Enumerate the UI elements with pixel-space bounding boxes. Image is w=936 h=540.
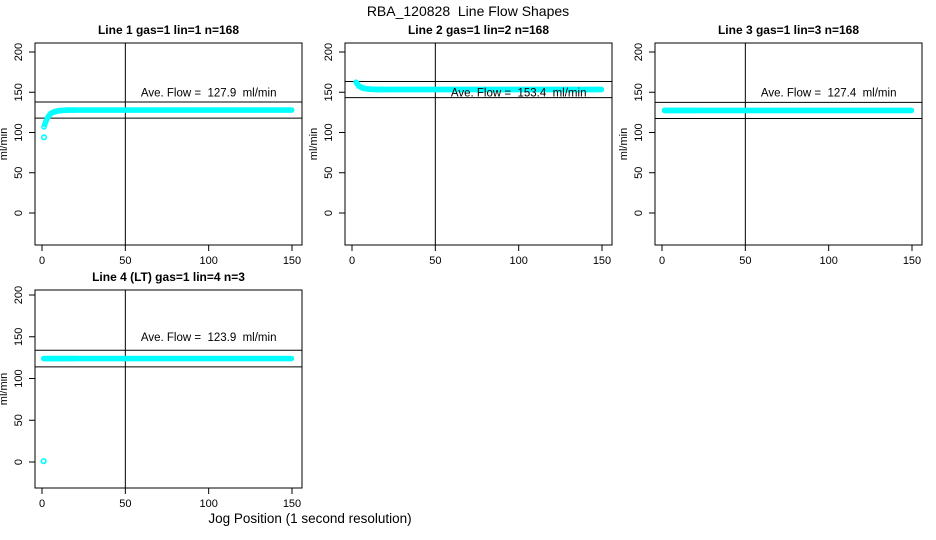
x-tick-label: 100	[199, 498, 217, 510]
y-tick-label: 200	[323, 43, 335, 61]
data-point	[288, 107, 295, 113]
x-tick-label: 0	[39, 498, 45, 510]
data-point	[908, 107, 915, 114]
average-flow-annotation: Ave. Flow = 123.9 ml/min	[141, 332, 277, 344]
y-tick-label: 200	[13, 43, 25, 61]
panel-line-4: Line 4 (LT) gas=1 lin=4 n=3 0 50 100 150 0 50 1…	[0, 270, 303, 510]
data-series	[40, 355, 295, 465]
y-tick-label: 50	[633, 167, 645, 179]
average-flow-annotation: Ave. Flow = 127.4 ml/min	[761, 87, 897, 99]
y-tick-label: 150	[323, 83, 335, 101]
y-tick-label: 0	[13, 459, 25, 465]
y-tick-label: 100	[13, 369, 25, 387]
y-tick-label: 200	[633, 43, 645, 61]
x-tick-label: 50	[119, 498, 131, 510]
y-tick-label: 150	[13, 328, 25, 346]
panel-line-3: Line 3 gas=1 lin=3 n=168 0 50 100 150 0 50 100 1…	[618, 23, 923, 267]
x-tick-label: 50	[739, 255, 751, 267]
x-tick-label: 0	[39, 255, 45, 267]
panel-title: Line 4 (LT) gas=1 lin=4 n=3	[92, 270, 245, 284]
data-point	[598, 86, 605, 93]
x-axis-label: Jog Position (1 second resolution)	[208, 511, 412, 526]
x-tick-label: 100	[199, 255, 217, 267]
x-tick-label: 0	[349, 255, 355, 267]
x-tick-label: 100	[509, 255, 527, 267]
panel-line-2: Line 2 gas=1 lin=2 n=168 0 50 100 150 0 50 100 1…	[308, 23, 613, 267]
y-tick-label: 150	[13, 83, 25, 101]
data-series	[353, 79, 605, 93]
y-tick-label: 0	[633, 210, 645, 216]
x-tick-label: 50	[429, 255, 441, 267]
data-series	[661, 107, 915, 114]
outlier-data-point	[40, 458, 47, 465]
y-tick-label: 100	[633, 123, 645, 141]
x-tick-label: 150	[283, 255, 301, 267]
outlier-data-point	[40, 134, 48, 141]
y-tick-label: 50	[13, 414, 25, 426]
y-tick-label: 100	[13, 123, 25, 141]
y-axis-label: ml/min	[308, 128, 320, 160]
y-tick-label: 50	[13, 167, 25, 179]
average-flow-annotation: Ave. Flow = 127.9 ml/min	[141, 87, 277, 99]
x-tick-label: 100	[819, 255, 837, 267]
plot-box	[34, 289, 303, 489]
panel-title: Line 2 gas=1 lin=2 n=168	[408, 23, 549, 37]
x-tick-label: 150	[283, 498, 301, 510]
plot-box	[34, 42, 303, 246]
average-flow-annotation: Ave. Flow = 153.4 ml/min	[451, 87, 587, 99]
y-tick-label: 200	[13, 286, 25, 304]
y-axis-label: ml/min	[618, 128, 630, 160]
y-tick-label: 50	[323, 167, 335, 179]
x-tick-label: 150	[593, 255, 611, 267]
y-tick-label: 0	[323, 210, 335, 216]
panel-line-1: Line 1 gas=1 lin=1 n=168 0 50 100 150 0 50 100 1…	[0, 23, 303, 267]
y-tick-label: 150	[633, 83, 645, 101]
x-tick-label: 150	[903, 255, 921, 267]
y-axis-label: ml/min	[0, 373, 10, 405]
data-point	[288, 355, 295, 362]
y-axis-label: ml/min	[0, 128, 10, 160]
panel-title: Line 1 gas=1 lin=1 n=168	[98, 23, 239, 37]
y-tick-label: 100	[323, 123, 335, 141]
y-tick-label: 0	[13, 210, 25, 216]
data-series	[40, 107, 295, 141]
x-tick-label: 50	[119, 255, 131, 267]
x-tick-label: 0	[659, 255, 665, 267]
panel-title: Line 3 gas=1 lin=3 n=168	[718, 23, 859, 37]
plot-box	[654, 42, 923, 246]
figure-title: RBA_120828 Line Flow Shapes	[366, 3, 570, 19]
plot-box	[344, 42, 613, 246]
